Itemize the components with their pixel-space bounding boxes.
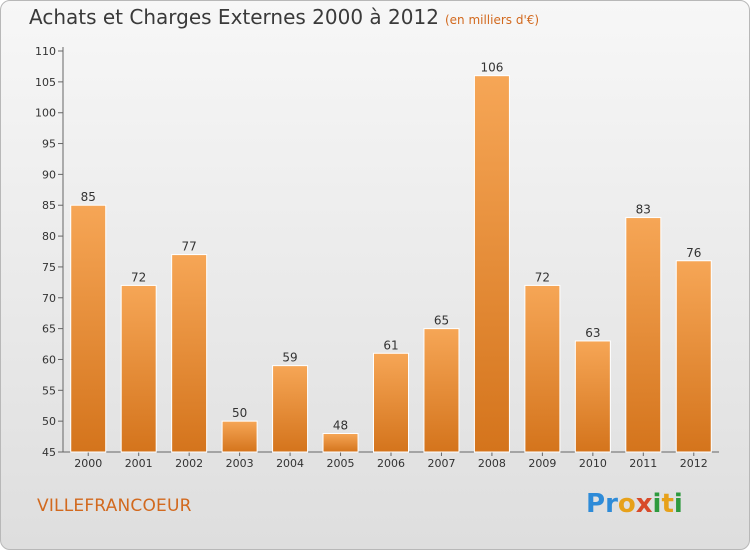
y-tick-label: 60 [42, 353, 56, 366]
x-tick-label: 2007 [427, 457, 455, 470]
location-label: VILLEFRANCOEUR [37, 496, 192, 516]
data-label-2007: 65 [434, 314, 449, 328]
data-label-2004: 59 [282, 351, 297, 365]
x-tick-label: 2000 [74, 457, 102, 470]
x-tick-label: 2002 [175, 457, 203, 470]
bars [70, 75, 712, 453]
x-tick-label: 2012 [680, 457, 708, 470]
y-tick-label: 80 [42, 230, 56, 243]
data-label-2000: 85 [81, 190, 96, 204]
data-label-2005: 48 [333, 418, 348, 432]
y-tick-label: 85 [42, 199, 56, 212]
y-tick-label: 55 [42, 384, 56, 397]
x-tick-label: 2006 [377, 457, 405, 470]
data-label-2003: 50 [232, 406, 247, 420]
data-label-2010: 63 [585, 326, 600, 340]
y-tick-label: 100 [35, 107, 56, 120]
bar-2007 [423, 328, 460, 453]
y-tick-label: 45 [42, 446, 56, 459]
bar-2002 [171, 254, 208, 453]
x-tick-label: 2008 [478, 457, 506, 470]
data-label-2002: 77 [182, 240, 197, 254]
data-label-2012: 76 [686, 246, 701, 260]
data-label-2011: 83 [636, 203, 651, 217]
bar-2001 [120, 284, 157, 453]
y-tick-label: 90 [42, 168, 56, 181]
data-label-2006: 61 [383, 338, 398, 352]
proxiti-logo: Proxiti [586, 489, 683, 519]
y-tick-label: 110 [35, 45, 56, 58]
labels: 2000 85 2001 72 2002 77 2003 50 2004 59 2005 48 2006… [74, 61, 708, 470]
bar-2005 [322, 432, 359, 453]
x-tick-label: 2005 [327, 457, 355, 470]
x-tick-label: 2010 [579, 457, 607, 470]
bar-2006 [373, 352, 409, 453]
x-tick-label: 2001 [125, 457, 153, 470]
y-tick-label: 105 [35, 76, 56, 89]
bar-2011 [625, 217, 662, 453]
y-tick-label: 50 [42, 415, 56, 428]
data-label-2001: 72 [131, 270, 146, 284]
axes: 45 50 55 60 65 70 75 80 85 90 95 100 105 110 [35, 45, 719, 459]
bar-2012 [675, 260, 712, 453]
bar-2009 [524, 284, 561, 453]
bar-2010 [574, 340, 611, 453]
x-tick-label: 2011 [629, 457, 657, 470]
y-tick-label: 65 [42, 323, 56, 336]
x-tick-label: 2009 [528, 457, 556, 470]
y-tick-label: 75 [42, 261, 56, 274]
data-label-2008: 106 [480, 61, 503, 75]
bar-2008 [473, 75, 510, 453]
y-tick-label: 95 [42, 138, 56, 151]
chart-subtitle: (en milliers d'€) [444, 13, 540, 27]
bar-2000 [70, 204, 107, 453]
bar-2004 [272, 365, 309, 453]
chart-title-text: Achats et Charges Externes 2000 à 2012 [29, 5, 439, 29]
chart-title: Achats et Charges Externes 2000 à 2012 (e… [29, 5, 539, 29]
x-tick-label: 2003 [226, 457, 254, 470]
x-tick-label: 2004 [276, 457, 304, 470]
bar-2003 [221, 420, 258, 453]
data-label-2009: 72 [535, 270, 550, 284]
y-tick-label: 70 [42, 292, 56, 305]
